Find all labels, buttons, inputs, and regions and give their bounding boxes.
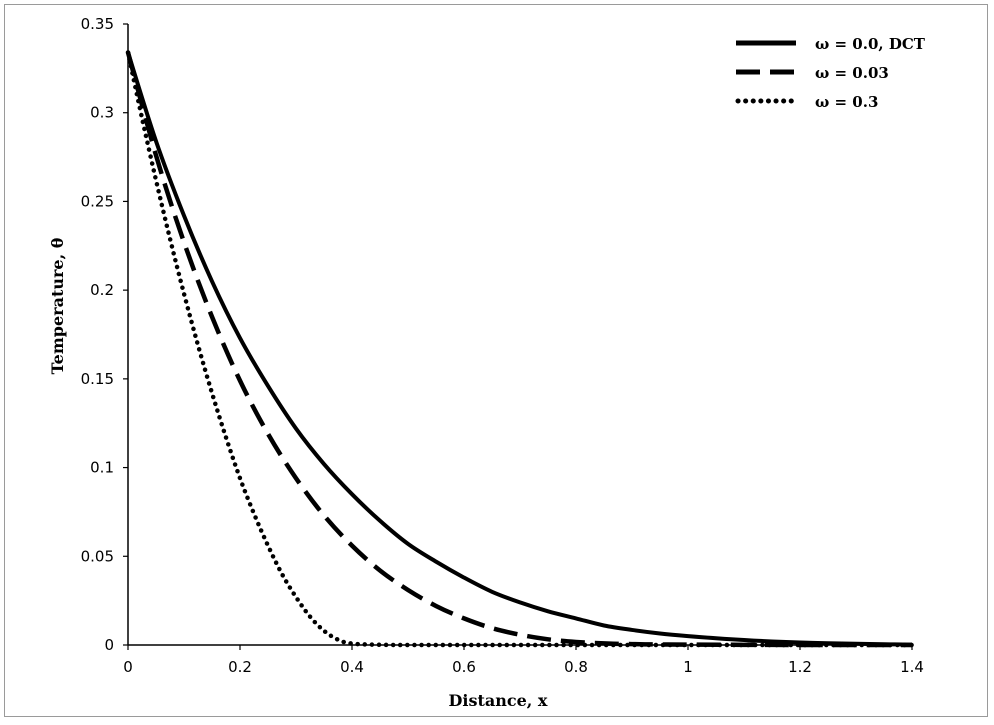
- series-line-1: [125, 51, 912, 648]
- x-axis-label: Distance, x: [449, 691, 548, 710]
- y-tick-label-1: 0.05: [81, 547, 114, 565]
- x-tick-label-5: 1: [683, 658, 693, 676]
- y-tick-label-7: 0.35: [81, 15, 114, 33]
- legend-label-0: ω = 0.0, DCT: [815, 35, 926, 53]
- x-tick-label-7: 1.4: [900, 658, 924, 676]
- x-tick-label-2: 0.4: [340, 658, 364, 676]
- y-tick-label-6: 0.3: [90, 104, 114, 122]
- y-tick-label-2: 0.1: [90, 459, 114, 477]
- y-tick-label-5: 0.25: [81, 192, 114, 210]
- x-tick-label-3: 0.6: [452, 658, 476, 676]
- x-tick-label-6: 1.2: [788, 658, 812, 676]
- legend-label-2: ω = 0.3: [815, 93, 878, 111]
- y-tick-label-0: 0: [104, 636, 114, 654]
- y-tick-label-3: 0.15: [81, 370, 114, 388]
- legend-label-1: ω = 0.03: [815, 64, 889, 82]
- series-layer: [125, 50, 915, 648]
- tick-layer: 0 0.05 0.1 0.15 0.2 0.25 0.3 0.35 0 0.2 0.4 0.6 0.8 1…: [81, 15, 924, 676]
- series-line-0: [126, 51, 913, 647]
- legend: ω = 0.0, DCT ω = 0.03 ω = 0.3: [735, 35, 926, 111]
- x-tick-label-4: 0.8: [564, 658, 588, 676]
- y-axis-label: Temperature, θ: [48, 237, 67, 374]
- y-tick-label-4: 0.2: [90, 281, 114, 299]
- chart-frame: [4, 4, 988, 717]
- series-line-2: [125, 50, 915, 648]
- x-tick-label-0: 0: [123, 658, 133, 676]
- x-tick-label-1: 0.2: [228, 658, 252, 676]
